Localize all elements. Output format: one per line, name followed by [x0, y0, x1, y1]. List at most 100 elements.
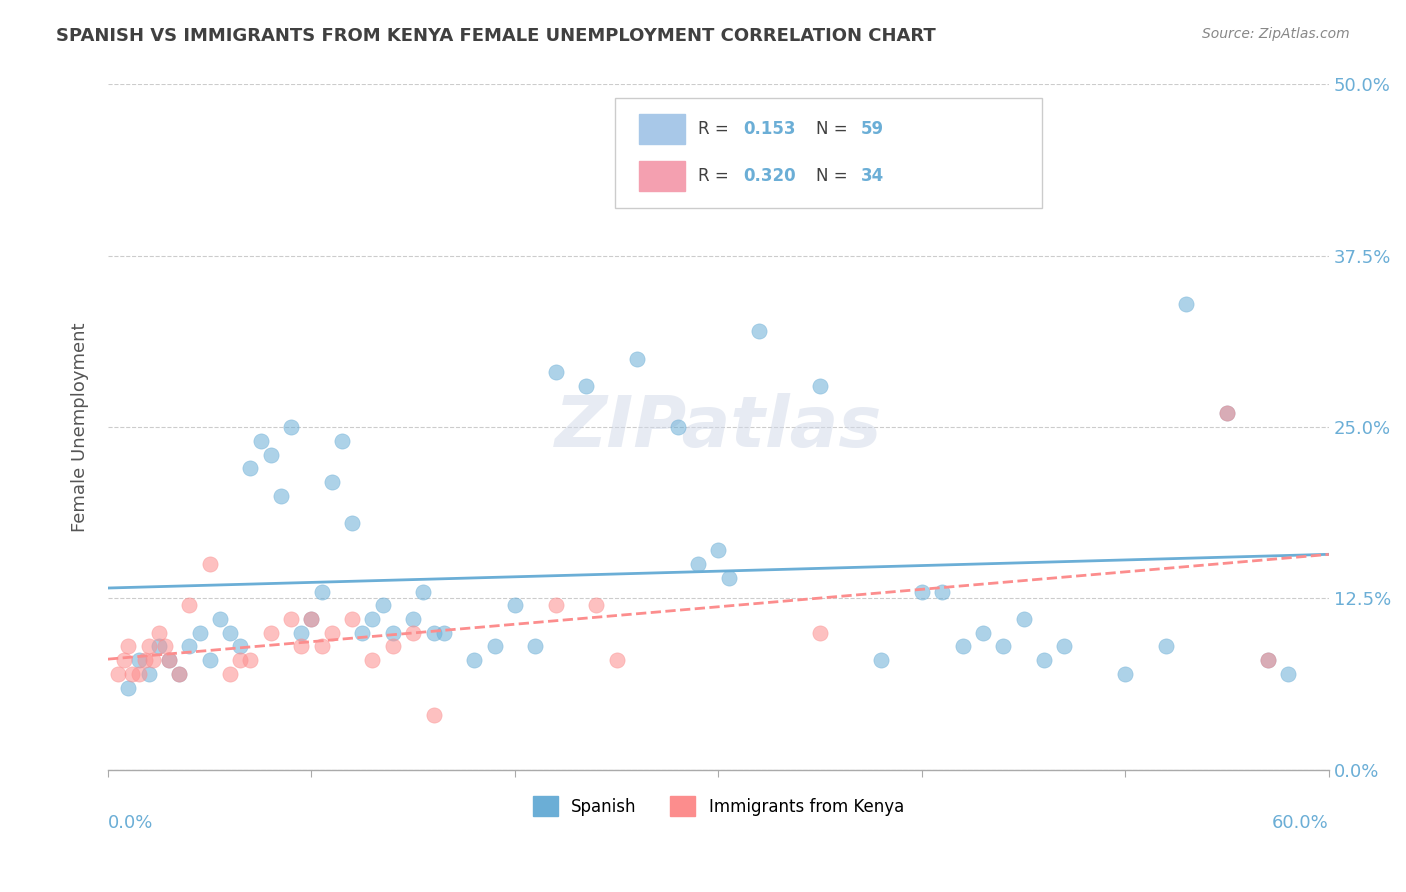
Text: 60.0%: 60.0% — [1272, 814, 1329, 832]
Text: ZIPatlas: ZIPatlas — [555, 392, 882, 461]
Point — [301, 612, 323, 626]
Point — [321, 625, 343, 640]
Point — [167, 666, 190, 681]
Point — [138, 666, 160, 681]
Point — [219, 666, 242, 681]
Point — [1175, 297, 1198, 311]
Point — [544, 599, 567, 613]
Point — [280, 420, 302, 434]
Point — [179, 599, 201, 613]
FancyBboxPatch shape — [614, 98, 1042, 208]
Point — [352, 625, 374, 640]
Point — [575, 379, 598, 393]
Point — [153, 640, 176, 654]
Point — [952, 640, 974, 654]
Point — [198, 557, 221, 571]
Text: N =: N = — [815, 120, 853, 138]
Point — [412, 584, 434, 599]
Point — [128, 653, 150, 667]
Point — [463, 653, 485, 667]
Text: R =: R = — [697, 120, 734, 138]
Point — [707, 543, 730, 558]
Point — [260, 448, 283, 462]
Point — [290, 625, 312, 640]
Point — [239, 653, 262, 667]
Point — [484, 640, 506, 654]
Point — [808, 625, 831, 640]
Point — [142, 653, 165, 667]
Point — [381, 625, 404, 640]
Point — [931, 584, 953, 599]
Point — [134, 653, 156, 667]
Point — [112, 653, 135, 667]
Point — [301, 612, 323, 626]
Point — [270, 489, 292, 503]
Point — [686, 557, 709, 571]
Point — [1012, 612, 1035, 626]
Point — [371, 599, 394, 613]
Point — [972, 625, 994, 640]
Point — [1032, 653, 1054, 667]
Point — [666, 420, 689, 434]
Point — [117, 640, 139, 654]
Point — [188, 625, 211, 640]
Point — [402, 625, 425, 640]
Text: 0.320: 0.320 — [742, 167, 796, 185]
Point — [229, 640, 252, 654]
Point — [1277, 666, 1299, 681]
Point — [870, 653, 893, 667]
Point — [198, 653, 221, 667]
Point — [993, 640, 1015, 654]
Text: 34: 34 — [862, 167, 884, 185]
Point — [503, 599, 526, 613]
Point — [107, 666, 129, 681]
Point — [361, 612, 384, 626]
Point — [422, 707, 444, 722]
Y-axis label: Female Unemployment: Female Unemployment — [72, 322, 89, 532]
Point — [290, 640, 312, 654]
Bar — [638, 161, 685, 191]
Point — [381, 640, 404, 654]
Point — [321, 475, 343, 489]
Text: N =: N = — [815, 167, 853, 185]
Point — [121, 666, 143, 681]
Bar — [638, 114, 685, 145]
Point — [524, 640, 547, 654]
Text: 59: 59 — [862, 120, 884, 138]
Point — [361, 653, 384, 667]
Point — [911, 584, 934, 599]
Point — [148, 625, 170, 640]
Text: SPANISH VS IMMIGRANTS FROM KENYA FEMALE UNEMPLOYMENT CORRELATION CHART: SPANISH VS IMMIGRANTS FROM KENYA FEMALE … — [56, 27, 936, 45]
Point — [1053, 640, 1076, 654]
Point — [1154, 640, 1177, 654]
Legend: Spanish, Immigrants from Kenya: Spanish, Immigrants from Kenya — [526, 789, 911, 823]
Text: R =: R = — [697, 167, 734, 185]
Point — [128, 666, 150, 681]
Point — [280, 612, 302, 626]
Point — [1216, 406, 1239, 420]
Point — [808, 379, 831, 393]
Point — [330, 434, 353, 448]
Point — [167, 666, 190, 681]
Point — [1257, 653, 1279, 667]
Point — [606, 653, 628, 667]
Point — [239, 461, 262, 475]
Point — [340, 516, 363, 530]
Point — [311, 584, 333, 599]
Point — [138, 640, 160, 654]
Point — [157, 653, 180, 667]
Point — [229, 653, 252, 667]
Point — [1216, 406, 1239, 420]
Point — [148, 640, 170, 654]
Point — [402, 612, 425, 626]
Point — [1114, 666, 1136, 681]
Point — [260, 625, 283, 640]
Text: Source: ZipAtlas.com: Source: ZipAtlas.com — [1202, 27, 1350, 41]
Point — [433, 625, 456, 640]
Point — [1257, 653, 1279, 667]
Point — [208, 612, 231, 626]
Point — [748, 324, 770, 338]
Text: 0.0%: 0.0% — [108, 814, 153, 832]
Point — [117, 681, 139, 695]
Point — [311, 640, 333, 654]
